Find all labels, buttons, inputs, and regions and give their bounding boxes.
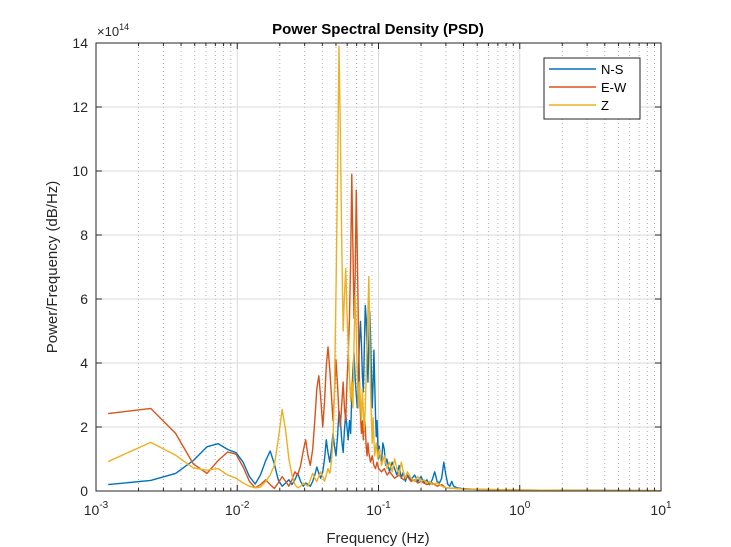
y-tick-label: 10 — [72, 163, 88, 179]
axis-ticks — [95, 42, 662, 492]
series-line-z — [107, 45, 661, 491]
x-tick-label: 10-3 — [84, 500, 109, 518]
series-line-n-s — [108, 304, 661, 491]
legend-label: N-S — [601, 62, 624, 77]
y-axis-label: Power/Frequency (dB/Hz) — [44, 181, 61, 354]
y-tick-labels: 0 2 4 6 8 10 12 14 — [72, 35, 88, 499]
x-tick-labels: 10-3 10-2 10-1 100 101 — [84, 500, 672, 518]
series-line-e-w — [108, 173, 661, 491]
y-tick-label: 12 — [72, 99, 88, 115]
y-exponent-label: ×1014 — [97, 22, 129, 39]
legend-label: Z — [601, 98, 609, 113]
y-tick-label: 6 — [80, 291, 88, 307]
x-tick-label: 10-1 — [366, 500, 391, 518]
chart-title: Power Spectral Density (PSD) — [272, 21, 484, 38]
x-axis-label: Frequency (Hz) — [326, 530, 429, 547]
legend-label: E-W — [601, 80, 627, 95]
legend: N-S E-W Z — [543, 57, 641, 120]
y-tick-label: 8 — [80, 227, 88, 243]
x-tick-label: 101 — [650, 500, 672, 518]
x-tick-label: 10-2 — [225, 500, 250, 518]
series-group — [107, 45, 661, 491]
y-tick-label: 0 — [80, 483, 88, 499]
y-tick-label: 4 — [80, 355, 88, 371]
legend-box — [543, 57, 641, 120]
y-tick-label: 2 — [80, 419, 88, 435]
x-tick-label: 100 — [509, 500, 531, 518]
y-tick-label: 14 — [72, 35, 88, 51]
